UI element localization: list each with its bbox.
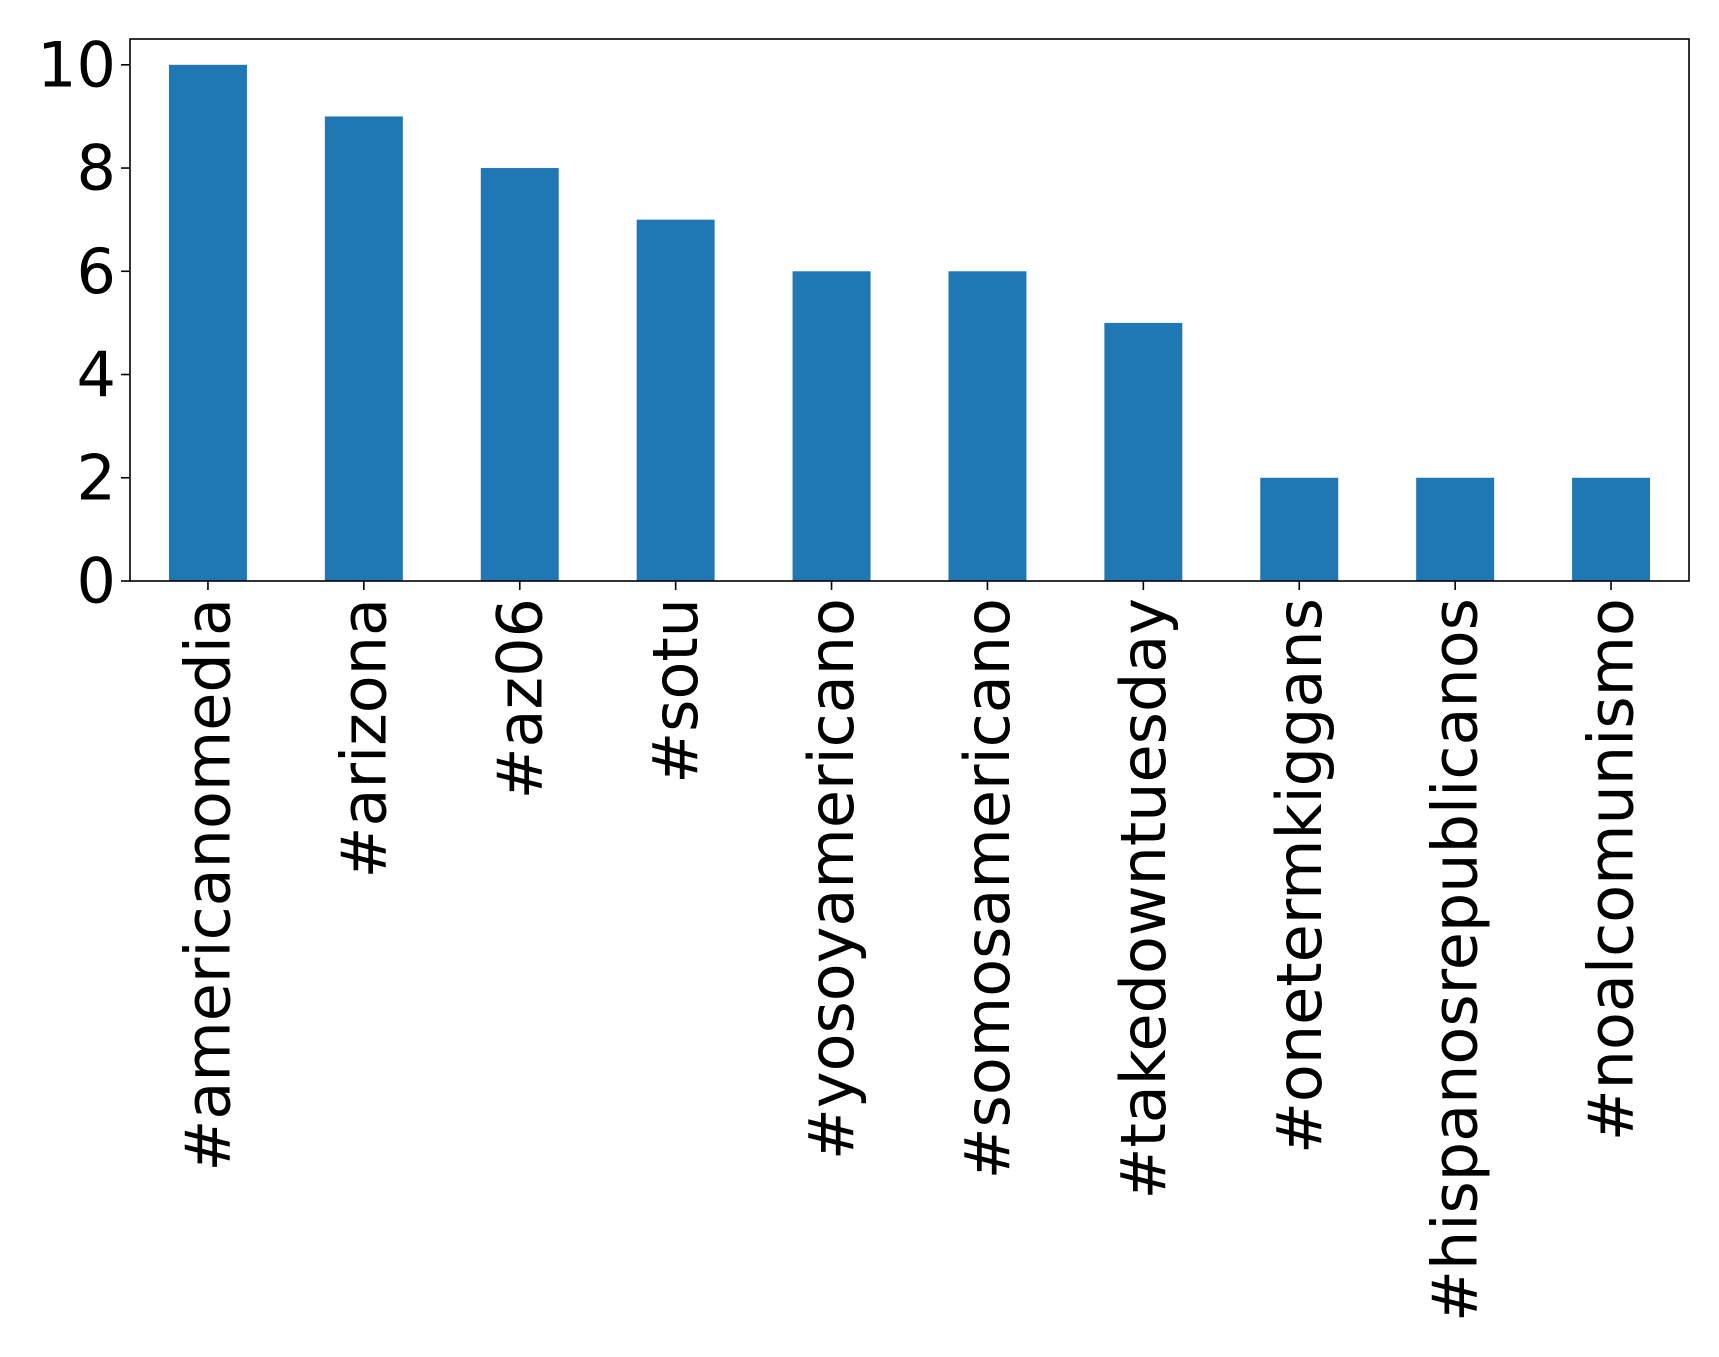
x-tick-label: #noalcomunismo xyxy=(1575,598,1648,1141)
x-tick-label: #takedowntuesday xyxy=(1107,598,1180,1199)
bar-yosoyamericano xyxy=(792,271,871,581)
bar-somosamericano xyxy=(948,271,1027,581)
bar-takedowntuesday xyxy=(1104,322,1183,581)
bar-noalcomunismo xyxy=(1572,477,1651,581)
bar-onetermkiggans xyxy=(1260,477,1339,581)
x-tick-label: #americanomedia xyxy=(171,598,244,1172)
plot-area-frame xyxy=(129,38,1690,582)
y-tick-label: 8 xyxy=(77,132,116,205)
x-tick-label: #sotu xyxy=(639,598,712,784)
bar-americanomedia xyxy=(168,64,247,582)
x-tick-label: #az06 xyxy=(483,598,556,799)
y-tick-label: 10 xyxy=(37,28,116,101)
bar-az06 xyxy=(480,168,559,582)
bar-sotu xyxy=(636,219,715,581)
x-axis: #americanomedia #arizona #az06 #sotu #yosoya… xyxy=(171,581,1648,1322)
x-tick-label: #somosamericano xyxy=(951,598,1024,1179)
x-tick-label: #hispanosrepublicanos xyxy=(1419,598,1492,1322)
x-tick-label: #onetermkiggans xyxy=(1263,598,1336,1154)
bar-hispanosrepublicanos xyxy=(1416,477,1495,581)
x-tick-label: #arizona xyxy=(327,598,400,878)
y-axis: 0 2 4 6 8 10 xyxy=(37,28,130,618)
y-tick-label: 6 xyxy=(77,235,116,308)
x-tick-label: #yosoyamericano xyxy=(795,598,868,1160)
y-tick-label: 2 xyxy=(77,441,116,514)
bars-layer xyxy=(168,64,1651,582)
y-tick-label: 0 xyxy=(77,545,116,618)
bar-arizona xyxy=(324,116,403,581)
y-tick-label: 4 xyxy=(77,338,116,411)
